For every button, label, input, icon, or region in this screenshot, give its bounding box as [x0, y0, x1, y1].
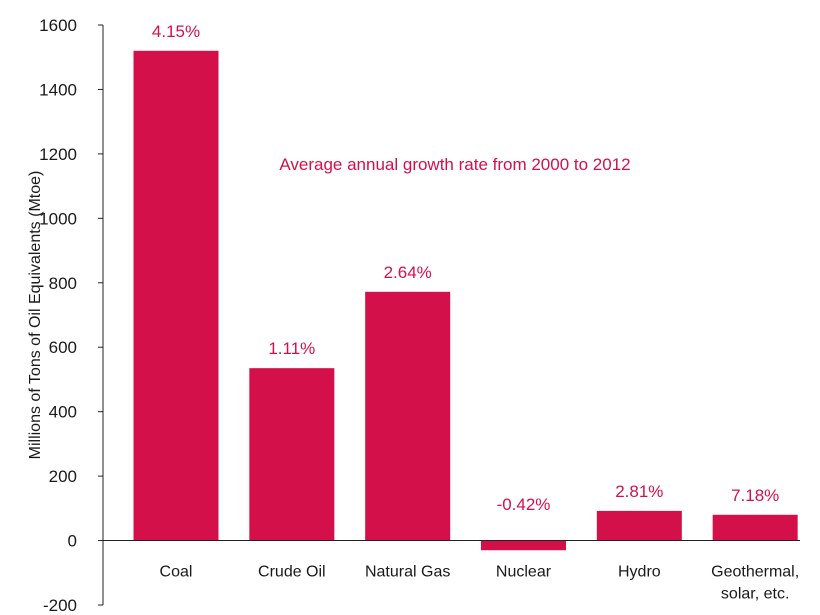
- y-tick-label: 1200: [39, 145, 77, 164]
- data-label: 1.11%: [268, 339, 315, 358]
- x-tick-label: Natural Gas: [365, 564, 450, 581]
- y-tick-label: 1400: [39, 80, 77, 99]
- y-tick-label: 400: [49, 403, 77, 422]
- bars: [133, 50, 798, 551]
- y-tick-label: 1000: [39, 209, 77, 228]
- bar: [712, 514, 798, 541]
- data-label: 4.15%: [152, 22, 200, 41]
- chart-annotation: Average annual growth rate from 2000 to …: [279, 155, 630, 174]
- x-axis: Coal Crude Oil Natural Gas Nuclear Hydro Geot…: [103, 540, 800, 603]
- bar: [133, 50, 219, 541]
- data-label: 7.18%: [731, 486, 779, 505]
- data-label: -0.42%: [497, 495, 551, 514]
- data-label: 2.64%: [384, 263, 432, 282]
- y-tick-label: 800: [49, 274, 77, 293]
- y-axis-title: Millions of Tons of Oil Equivalents (Mto…: [27, 171, 44, 460]
- y-tick-label: 600: [49, 338, 77, 357]
- data-labels: 4.15% 1.11% 2.64% -0.42% 2.81% 7.18%: [152, 22, 779, 514]
- x-tick-label: Coal: [160, 564, 193, 581]
- y-tick-label: 200: [49, 467, 77, 486]
- bar: [365, 291, 451, 541]
- x-tick-label: Nuclear: [496, 564, 552, 581]
- y-axis: -200 0 200 400 600 800 1000 1200 1400 1600: [39, 16, 104, 615]
- bar: [596, 510, 682, 541]
- y-tick-label: 0: [68, 532, 77, 551]
- bar: [481, 540, 566, 551]
- data-label: 2.81%: [615, 482, 663, 501]
- x-tick-label: Crude Oil: [258, 564, 326, 581]
- bar: [249, 368, 335, 541]
- x-tick-label: Geothermal, solar, etc.: [711, 564, 799, 603]
- y-tick-label: 1600: [39, 16, 77, 35]
- x-tick-label: Hydro: [618, 564, 661, 581]
- y-tick-label: -200: [43, 596, 77, 615]
